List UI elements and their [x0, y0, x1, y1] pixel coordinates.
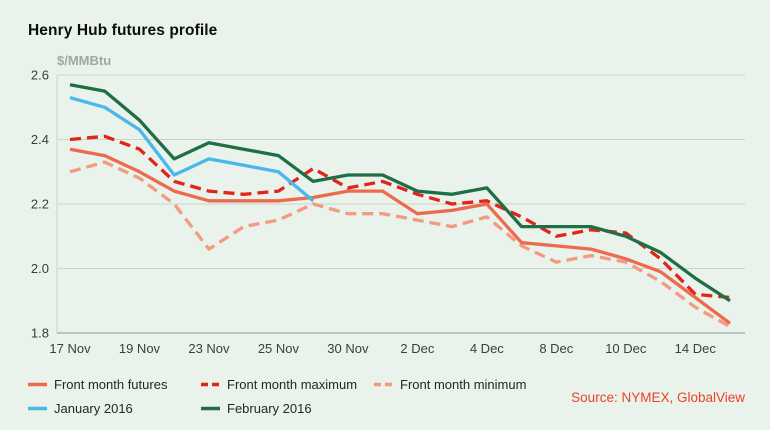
legend-swatch-icon [28, 406, 47, 410]
x-tick-label: 8 Dec [539, 341, 573, 356]
legend-item-front-month-maximum: Front month maximum [201, 372, 374, 396]
legend-item-front-month-minimum: Front month minimum [374, 372, 547, 396]
x-tick-label: 4 Dec [470, 341, 504, 356]
y-tick-label: 2.2 [31, 197, 49, 212]
y-tick-label: 1.8 [31, 326, 49, 341]
source-text: Source: NYMEX, GlobalView [571, 390, 745, 405]
legend-item-front-month-futures: Front month futures [28, 372, 201, 396]
legend-label: Front month futures [54, 376, 168, 392]
y-tick-label: 2.0 [31, 261, 49, 276]
series-line-february-2016 [69, 83, 731, 303]
legend-swatch-icon [374, 382, 393, 386]
series-line-front-month-maximum [69, 134, 731, 300]
x-tick-label: 23 Nov [188, 341, 230, 356]
legend: Front month futures Front month maximum Fr… [28, 372, 568, 420]
legend-label: February 2016 [227, 400, 312, 416]
legend-item-january-2016: January 2016 [28, 396, 201, 420]
legend-swatch-icon [201, 382, 220, 386]
x-tick-label: 25 Nov [258, 341, 300, 356]
x-tick-label: 14 Dec [675, 341, 717, 356]
legend-label: Front month minimum [400, 376, 527, 392]
x-tick-label: 19 Nov [119, 341, 161, 356]
series-line-front-month-futures [69, 147, 731, 325]
x-tick-label: 10 Dec [605, 341, 647, 356]
legend-swatch-icon [201, 406, 220, 410]
legend-label: January 2016 [54, 400, 133, 416]
chart-title: Henry Hub futures profile [28, 22, 218, 39]
y-tick-label: 2.6 [31, 68, 49, 83]
x-tick-label: 17 Nov [49, 341, 91, 356]
legend-item-february-2016: February 2016 [201, 396, 374, 420]
series-line-front-month-minimum [69, 160, 731, 329]
x-tick-label: 30 Nov [327, 341, 369, 356]
x-tick-label: 2 Dec [400, 341, 434, 356]
legend-swatch-icon [28, 382, 47, 386]
y-axis-unit-label: $/MMBtu [57, 53, 112, 68]
series-line-january-2016 [69, 96, 315, 203]
y-tick-label: 2.4 [31, 132, 49, 147]
legend-label: Front month maximum [227, 376, 358, 392]
